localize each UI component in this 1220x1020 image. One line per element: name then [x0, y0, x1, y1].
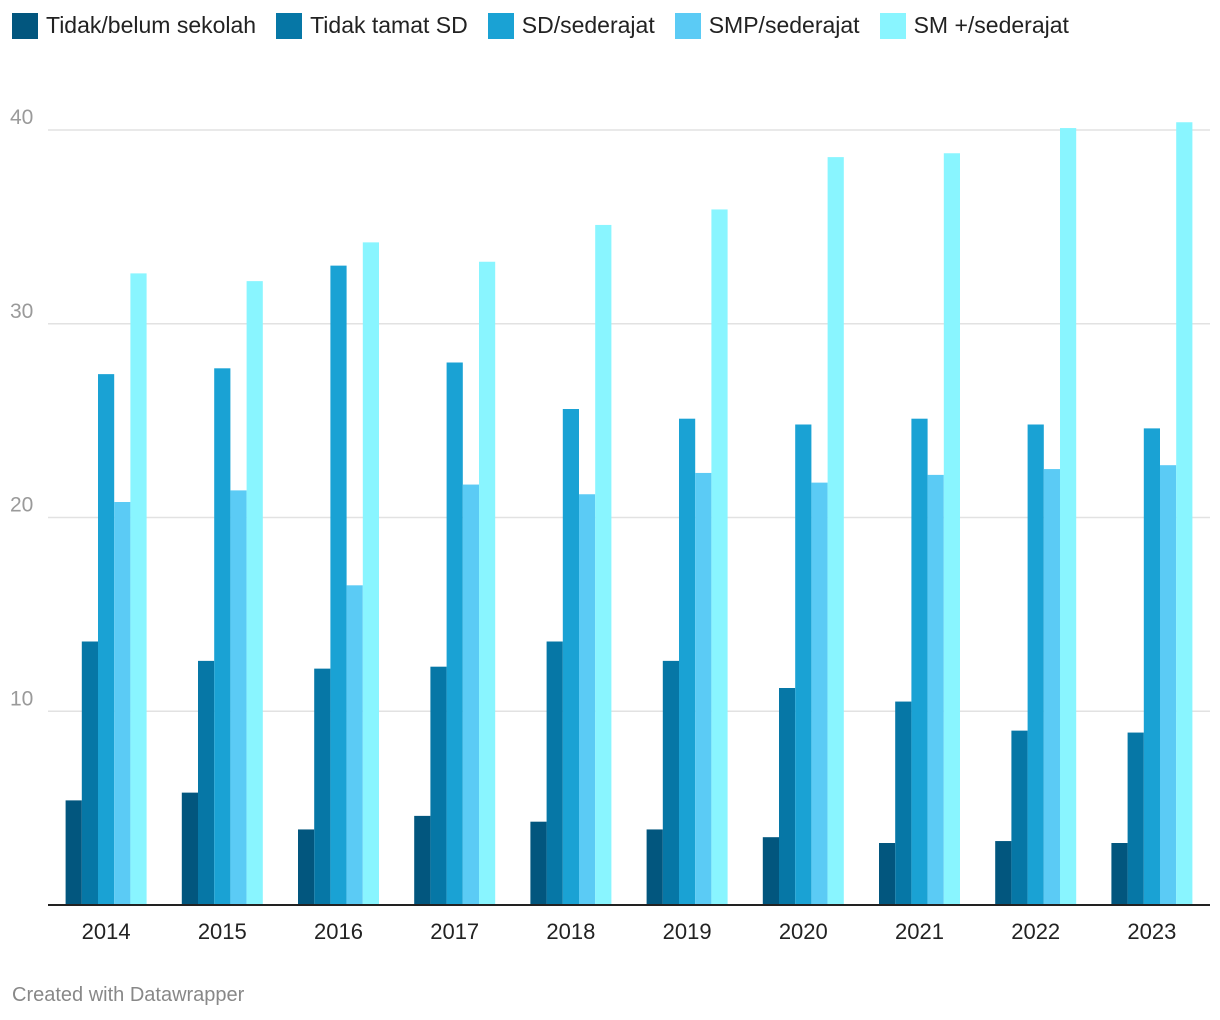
bar [1043, 469, 1060, 905]
bar [895, 701, 912, 905]
bar [81, 641, 98, 905]
bar [314, 668, 331, 906]
bar [98, 374, 115, 906]
legend-swatch [12, 12, 38, 39]
bar [1060, 128, 1077, 905]
bar [779, 688, 796, 905]
x-tick-label: 2014 [82, 919, 131, 944]
bar [198, 660, 215, 906]
bar [827, 157, 844, 905]
bar [1111, 843, 1128, 905]
bar [995, 841, 1012, 905]
legend-label: SD/sederajat [521, 12, 655, 38]
bar [1160, 465, 1177, 905]
bar [546, 641, 563, 905]
bar [362, 242, 379, 905]
bar [1143, 428, 1160, 906]
bar [298, 829, 315, 905]
bar [811, 482, 828, 905]
legend-item: SM +/sederajat [879, 12, 1069, 39]
bar [530, 821, 547, 905]
chart-legend: Tidak/belum sekolah Tidak tamat SD SD/sede… [12, 12, 1089, 39]
x-tick-label: 2017 [430, 919, 479, 944]
bar [462, 484, 479, 905]
bar [795, 424, 812, 905]
bar [943, 153, 960, 905]
bar [711, 209, 728, 905]
footer-credit: Created with Datawrapper [12, 984, 245, 1006]
x-tick-label: 2015 [198, 919, 247, 944]
bar [246, 281, 263, 906]
bar [679, 418, 696, 905]
legend-swatch [487, 12, 514, 39]
bar [927, 474, 944, 905]
x-tick-label: 2016 [314, 919, 363, 944]
legend-swatch [674, 12, 701, 39]
legend-item: Tidak/belum sekolah [12, 12, 256, 39]
bar [579, 494, 596, 905]
legend-item: SD/sederajat [487, 12, 655, 39]
x-tick-label: 2018 [546, 919, 595, 944]
bar [911, 418, 928, 905]
legend-label: SMP/sederajat [708, 12, 860, 38]
bar [430, 666, 447, 905]
x-tick-label: 2019 [663, 919, 712, 944]
bar [479, 261, 496, 905]
legend-label: SM +/sederajat [913, 12, 1069, 38]
bar [879, 843, 896, 905]
legend-swatch [276, 12, 303, 39]
legend-label: Tidak/belum sekolah [46, 12, 257, 38]
bar [646, 829, 663, 905]
bar [662, 660, 679, 906]
bar [414, 815, 431, 906]
y-tick-label: 10 [10, 687, 33, 710]
legend-item: Tidak tamat SD [276, 12, 468, 39]
bar [65, 800, 82, 906]
legend-item: SMP/sederajat [674, 12, 860, 39]
y-tick-label: 40 [10, 106, 33, 129]
bar [230, 490, 247, 905]
bar [562, 409, 579, 905]
bar [762, 837, 779, 905]
bar [330, 265, 347, 906]
y-tick-label: 30 [10, 300, 33, 323]
legend-swatch [879, 12, 906, 39]
bar [1127, 732, 1144, 905]
bar [446, 362, 463, 905]
bar [1027, 424, 1044, 905]
bar [1011, 730, 1028, 906]
x-tick-label: 2023 [1127, 919, 1176, 944]
bar [595, 224, 612, 905]
x-tick-label: 2022 [1011, 919, 1060, 944]
legend-label: Tidak tamat SD [310, 12, 468, 38]
bar [181, 792, 198, 906]
x-tick-label: 2021 [895, 919, 944, 944]
x-tick-label: 2020 [779, 919, 828, 944]
bar-chart: 10 20 30 40 2014 2015 2016 2017 2018 2019 2020 2021… [10, 106, 1210, 944]
bar [114, 502, 131, 905]
bar [214, 368, 231, 905]
bar [130, 273, 147, 906]
bar [1176, 122, 1193, 905]
bar [346, 585, 363, 905]
y-tick-label: 20 [10, 494, 33, 517]
bar [695, 472, 712, 905]
